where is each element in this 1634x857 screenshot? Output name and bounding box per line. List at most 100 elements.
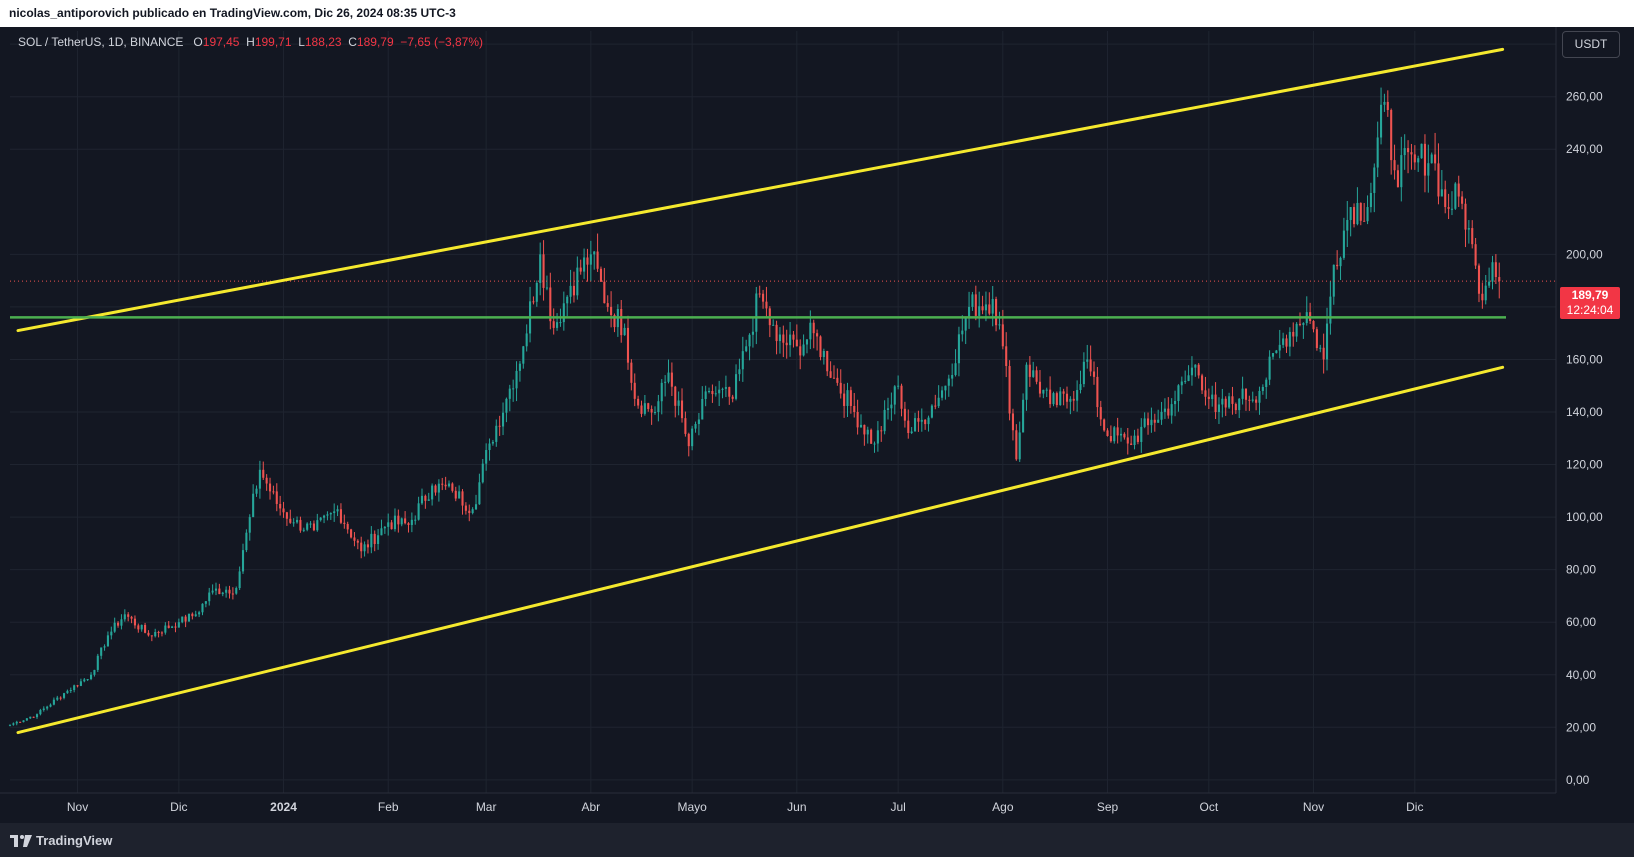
candle-body <box>1390 110 1393 161</box>
candle-body <box>1285 338 1288 347</box>
candle-body <box>721 388 724 390</box>
candle-body <box>1092 371 1096 377</box>
candle-body <box>1268 356 1271 380</box>
candle-body <box>1136 435 1139 442</box>
candle-body <box>62 693 66 698</box>
candle-body <box>133 618 136 626</box>
candle-body <box>1258 390 1261 403</box>
candle-body <box>680 400 684 419</box>
candle-body <box>498 425 501 427</box>
candle-body <box>1396 170 1399 188</box>
candle-body <box>505 398 508 413</box>
candle-body <box>951 375 954 379</box>
candle-body <box>954 363 957 376</box>
candle-body <box>508 388 511 399</box>
candle-body <box>579 267 582 272</box>
candle-body <box>414 519 417 521</box>
candle-body <box>1352 207 1356 225</box>
candle-body <box>1234 403 1237 411</box>
chart-panel[interactable]: 0,00 20,00 40,00 60,00 80,00 100,00 120,00 140,… <box>0 27 1634 823</box>
candle-body <box>201 603 204 613</box>
candle-body <box>556 322 559 328</box>
candle-body <box>694 424 697 429</box>
candle-body <box>1015 430 1018 460</box>
candle-body <box>1197 364 1200 376</box>
candle-body <box>248 517 251 533</box>
candle-body <box>1484 285 1487 301</box>
candle-body <box>1471 228 1474 245</box>
candle-body <box>218 588 221 595</box>
candle-body <box>991 299 994 314</box>
publisher-bar: nicolas_antiporovich publicado en Tradin… <box>0 0 1634 27</box>
candle-body <box>289 518 292 523</box>
candle-body <box>1322 347 1325 360</box>
candle-body <box>1373 167 1376 193</box>
candle-body <box>309 523 312 525</box>
tradingview-logo[interactable]: TradingView <box>10 833 112 848</box>
candle-body <box>978 306 981 316</box>
candle-body <box>1049 389 1052 405</box>
candle-body <box>691 428 694 447</box>
candle-body <box>262 469 265 478</box>
candle-body <box>1332 264 1335 297</box>
price-chart[interactable]: 0,00 20,00 40,00 60,00 80,00 100,00 120,00 140,… <box>0 27 1634 823</box>
candle-body <box>279 503 282 509</box>
candle-body <box>667 372 670 382</box>
candle-body <box>1454 183 1457 209</box>
candle-body <box>488 443 491 451</box>
candle-body <box>572 285 576 296</box>
candle-body <box>140 624 143 630</box>
candle-body <box>1298 323 1302 325</box>
candle-body <box>56 697 59 700</box>
candle-body <box>79 681 82 686</box>
candle-body <box>468 510 471 514</box>
candle-body <box>988 304 991 314</box>
candle-body <box>535 282 538 302</box>
candle-body <box>377 535 380 544</box>
candle-body <box>393 515 397 530</box>
candle-body <box>49 704 52 707</box>
candle-body <box>1157 419 1160 423</box>
candle-body <box>755 293 758 332</box>
candle-body <box>137 625 140 630</box>
candle-body <box>1153 419 1156 423</box>
candle-body <box>356 540 359 543</box>
candle-body <box>670 372 673 387</box>
candle-body <box>917 418 920 422</box>
tradingview-logo-icon <box>10 834 32 847</box>
candle-body <box>1393 160 1396 171</box>
candle-body <box>46 706 49 709</box>
time-axis-label: Jul <box>890 800 905 814</box>
currency-button[interactable]: USDT <box>1562 31 1620 58</box>
candle-body <box>434 485 437 493</box>
candle-body <box>235 588 238 594</box>
candle-body <box>539 254 542 283</box>
candle-body <box>1447 207 1450 209</box>
time-axis-label: Jun <box>787 800 806 814</box>
candle-body <box>1018 432 1021 460</box>
symbol-name[interactable]: SOL / TetherUS, 1D, BINANCE <box>18 35 184 49</box>
candle-body <box>1251 399 1254 401</box>
candle-body <box>961 330 964 335</box>
candle-body <box>106 635 109 647</box>
candle-body <box>1201 375 1204 391</box>
candle-body <box>1069 398 1072 402</box>
candle-body <box>1380 104 1383 138</box>
candle-body <box>873 443 876 445</box>
candle-body <box>1119 433 1123 436</box>
candle-body <box>913 418 917 432</box>
candle-body <box>826 351 829 372</box>
candle-body <box>731 396 734 399</box>
candle-body <box>35 714 39 718</box>
candle-body <box>620 308 623 336</box>
candle-body <box>461 491 464 506</box>
candle-body <box>569 285 572 297</box>
candle-body <box>363 544 366 552</box>
candle-body <box>1383 101 1386 105</box>
candle-body <box>103 646 106 648</box>
candle-body <box>1038 381 1042 394</box>
candle-body <box>420 495 424 504</box>
candle-body <box>387 522 390 527</box>
candle-body <box>12 723 15 725</box>
candle-body <box>799 346 802 356</box>
